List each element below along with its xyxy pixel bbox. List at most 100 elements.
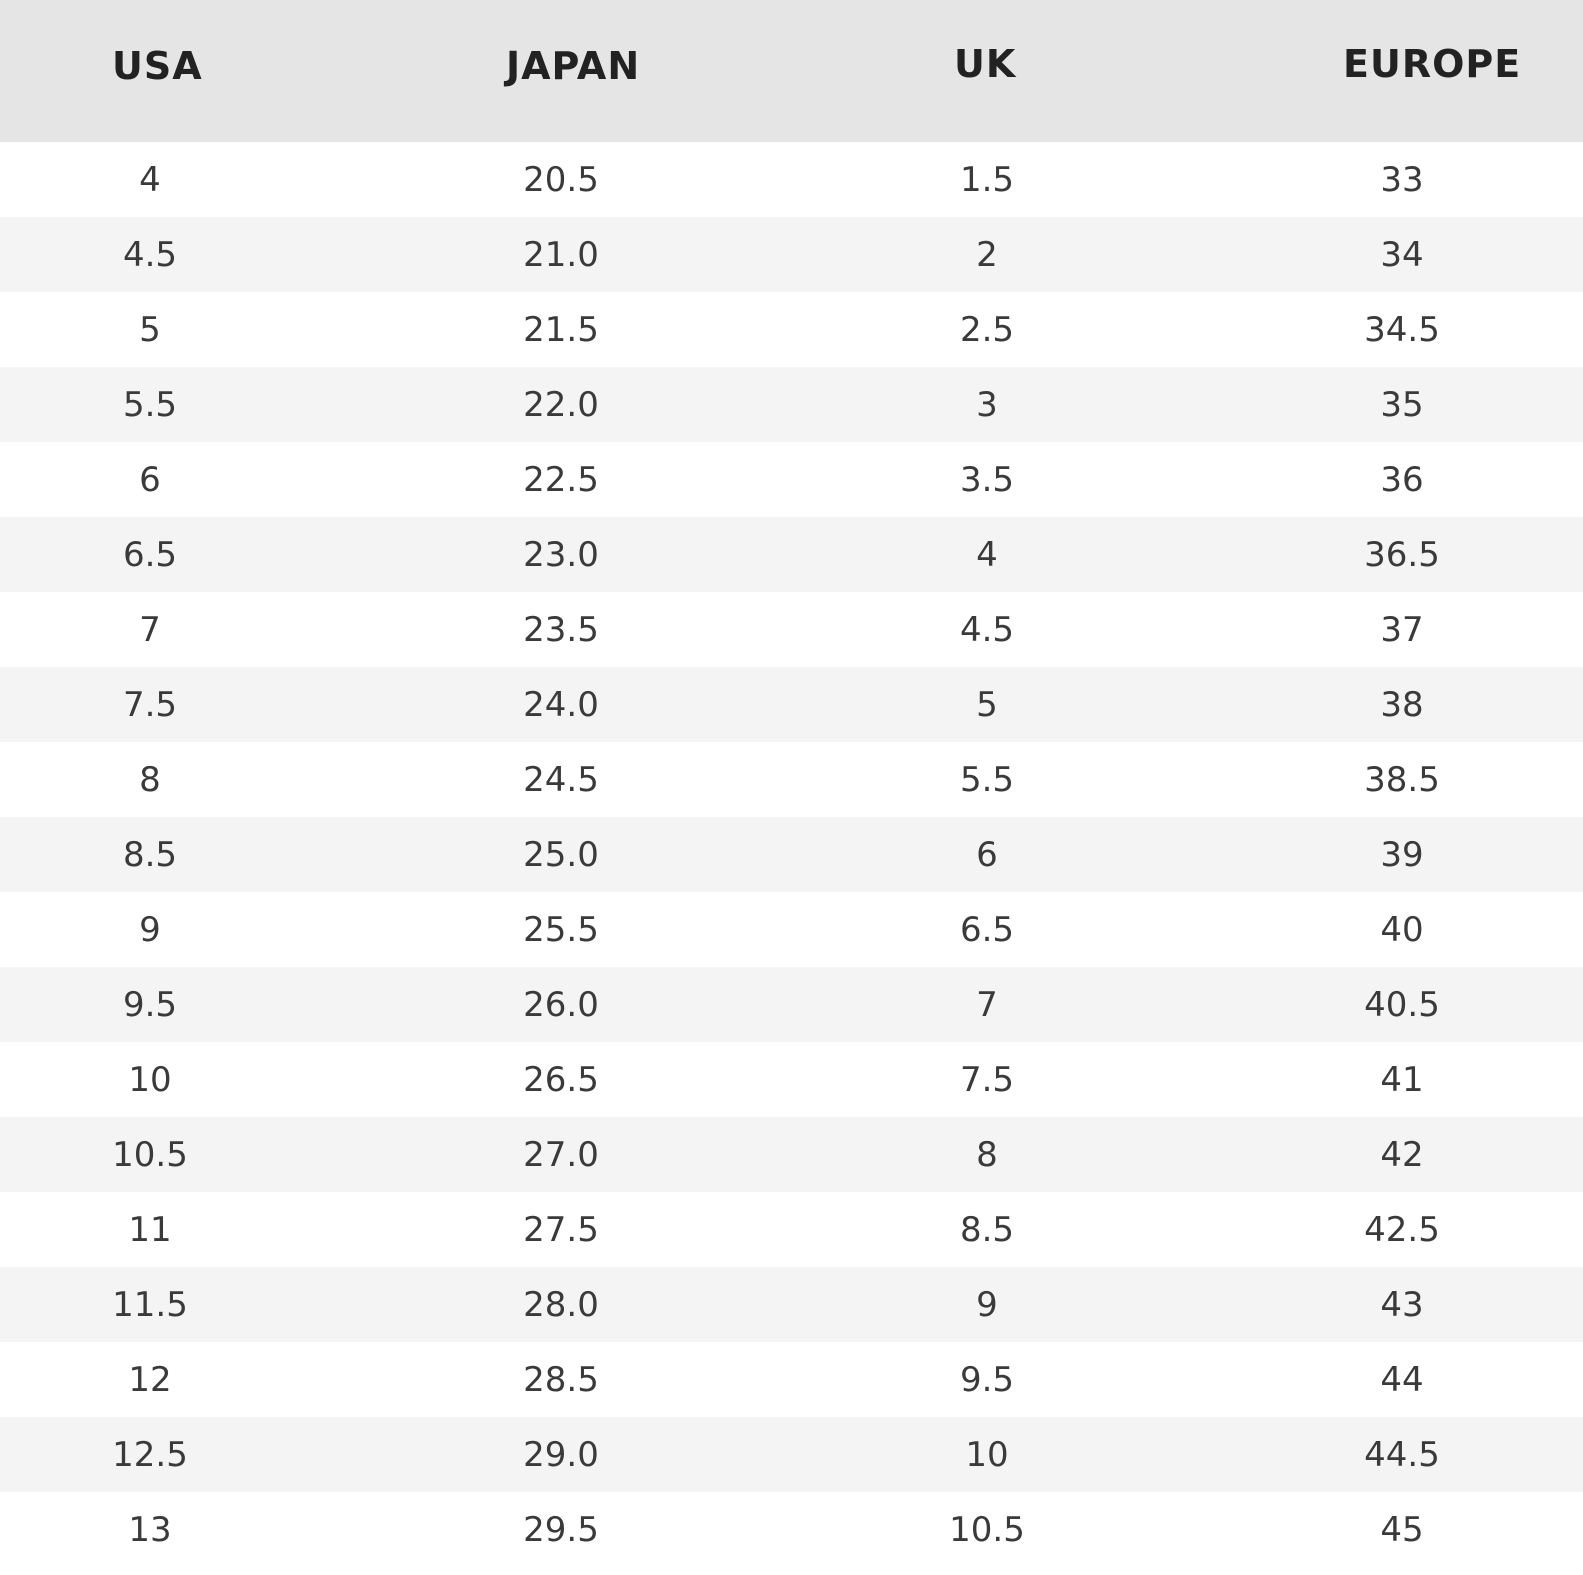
- cell-europe-value: 38.5: [1364, 759, 1440, 800]
- cell-europe-value: 36.5: [1364, 534, 1440, 575]
- cell-japan: 20.5: [367, 142, 779, 217]
- cell-usa: 4.5: [0, 217, 367, 292]
- cell-europe-value: 42.5: [1364, 1209, 1440, 1250]
- cell-japan-value: 22.0: [523, 384, 599, 425]
- cell-japan: 22.5: [367, 442, 779, 517]
- cell-uk: 4: [779, 517, 1213, 592]
- cell-europe-value: 35: [1380, 384, 1424, 425]
- cell-japan: 29.5: [367, 1492, 779, 1567]
- cell-europe: 43: [1213, 1267, 1583, 1342]
- cell-japan: 26.0: [367, 967, 779, 1042]
- cell-usa: 9.5: [0, 967, 367, 1042]
- cell-japan-value: 21.0: [523, 234, 599, 275]
- cell-europe-value: 39: [1380, 834, 1424, 875]
- cell-uk: 4.5: [779, 592, 1213, 667]
- table-row: 4.5 21.0 2 34: [0, 217, 1583, 292]
- cell-japan-value: 26.5: [523, 1059, 599, 1100]
- cell-japan-value: 21.5: [523, 309, 599, 350]
- cell-uk: 3: [779, 367, 1213, 442]
- cell-europe: 39: [1213, 817, 1583, 892]
- column-header-europe: EUROPE: [1213, 0, 1583, 142]
- cell-uk-value: 7: [976, 984, 998, 1025]
- table-row: 10.5 27.0 8 42: [0, 1117, 1583, 1192]
- table-row: 5 21.5 2.5 34.5: [0, 292, 1583, 367]
- cell-europe-value: 34.5: [1364, 309, 1440, 350]
- table-row: 6 22.5 3.5 36: [0, 442, 1583, 517]
- cell-usa: 11: [0, 1192, 367, 1267]
- cell-europe: 38.5: [1213, 742, 1583, 817]
- cell-uk-value: 9.5: [959, 1359, 1015, 1400]
- cell-europe: 38: [1213, 667, 1583, 742]
- cell-usa: 7: [0, 592, 367, 667]
- cell-japan-value: 24.0: [523, 684, 599, 725]
- table-row: 8 24.5 5.5 38.5: [0, 742, 1583, 817]
- cell-uk: 9: [779, 1267, 1213, 1342]
- column-header-usa: USA: [0, 0, 367, 142]
- cell-usa-value: 9: [139, 909, 161, 950]
- cell-europe: 44.5: [1213, 1417, 1583, 1492]
- table-header-row: USA JAPAN UK EUROPE: [0, 0, 1583, 142]
- table-row: 13 29.5 10.5 45: [0, 1492, 1583, 1567]
- cell-europe-value: 45: [1380, 1509, 1424, 1550]
- table-row: 5.5 22.0 3 35: [0, 367, 1583, 442]
- cell-japan: 22.0: [367, 367, 779, 442]
- cell-usa-value: 12.5: [112, 1434, 188, 1475]
- cell-uk-value: 3: [976, 384, 998, 425]
- cell-europe-value: 41: [1380, 1059, 1424, 1100]
- cell-japan: 28.5: [367, 1342, 779, 1417]
- cell-japan: 21.0: [367, 217, 779, 292]
- cell-uk: 8: [779, 1117, 1213, 1192]
- cell-usa-value: 9.5: [122, 984, 178, 1025]
- cell-uk-value: 6: [976, 834, 998, 875]
- cell-uk-value: 3.5: [959, 459, 1015, 500]
- cell-japan: 23.5: [367, 592, 779, 667]
- cell-usa: 12: [0, 1342, 367, 1417]
- cell-usa: 9: [0, 892, 367, 967]
- cell-japan: 24.5: [367, 742, 779, 817]
- cell-usa: 5.5: [0, 367, 367, 442]
- cell-europe: 36.5: [1213, 517, 1583, 592]
- cell-usa-value: 5.5: [122, 384, 178, 425]
- cell-uk-value: 8: [976, 1134, 998, 1175]
- table-row: 11 27.5 8.5 42.5: [0, 1192, 1583, 1267]
- table-row: 9 25.5 6.5 40: [0, 892, 1583, 967]
- cell-europe: 42.5: [1213, 1192, 1583, 1267]
- cell-europe: 35: [1213, 367, 1583, 442]
- cell-usa-value: 11.5: [112, 1284, 188, 1325]
- cell-usa-value: 6: [139, 459, 161, 500]
- table-row: 7 23.5 4.5 37: [0, 592, 1583, 667]
- cell-usa-value: 13: [128, 1509, 172, 1550]
- table-row: 9.5 26.0 7 40.5: [0, 967, 1583, 1042]
- table-row: 12.5 29.0 10 44.5: [0, 1417, 1583, 1492]
- cell-usa-value: 11: [128, 1209, 172, 1250]
- cell-europe: 33: [1213, 142, 1583, 217]
- cell-uk: 7.5: [779, 1042, 1213, 1117]
- cell-usa-value: 6.5: [122, 534, 178, 575]
- cell-japan-value: 23.5: [523, 609, 599, 650]
- cell-uk-value: 2.5: [959, 309, 1015, 350]
- cell-uk: 5.5: [779, 742, 1213, 817]
- table-row: 11.5 28.0 9 43: [0, 1267, 1583, 1342]
- cell-japan-value: 23.0: [523, 534, 599, 575]
- cell-europe-value: 44: [1380, 1359, 1424, 1400]
- cell-japan: 23.0: [367, 517, 779, 592]
- cell-uk: 8.5: [779, 1192, 1213, 1267]
- cell-japan: 27.5: [367, 1192, 779, 1267]
- cell-japan-value: 20.5: [523, 159, 599, 200]
- cell-usa: 10: [0, 1042, 367, 1117]
- cell-usa: 8.5: [0, 817, 367, 892]
- cell-usa-value: 10.5: [112, 1134, 188, 1175]
- cell-japan-value: 29.0: [523, 1434, 599, 1475]
- cell-usa: 10.5: [0, 1117, 367, 1192]
- cell-usa-value: 4: [139, 159, 161, 200]
- cell-europe-value: 36: [1380, 459, 1424, 500]
- cell-usa-value: 8: [139, 759, 161, 800]
- cell-europe-value: 44.5: [1364, 1434, 1440, 1475]
- cell-europe-value: 42: [1380, 1134, 1424, 1175]
- cell-europe: 40.5: [1213, 967, 1583, 1042]
- cell-japan-value: 25.5: [523, 909, 599, 950]
- cell-uk: 10.5: [779, 1492, 1213, 1567]
- table-row: 7.5 24.0 5 38: [0, 667, 1583, 742]
- cell-uk-value: 8.5: [959, 1209, 1015, 1250]
